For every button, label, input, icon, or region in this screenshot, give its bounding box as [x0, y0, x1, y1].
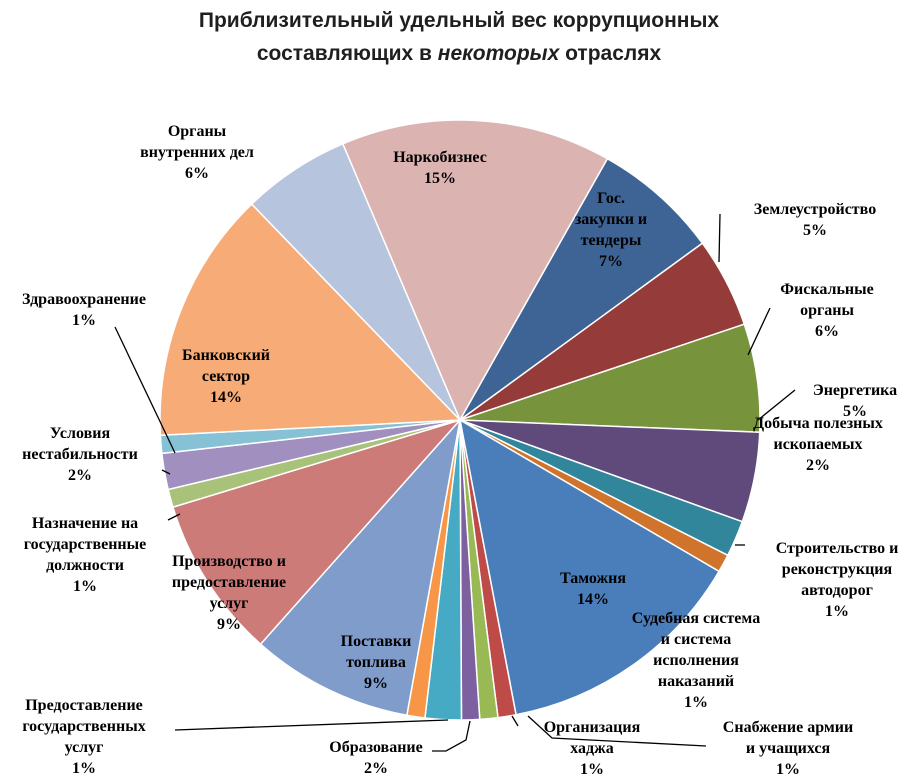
pie-slice-2 [459, 157, 704, 421]
chart-title: Приблизительный удельный вес коррупционн… [0, 4, 918, 70]
data-label-17: Условия нестабильности 2% [22, 425, 138, 484]
leader-line-9 [167, 513, 181, 521]
leader-line-1 [718, 213, 721, 263]
data-label-20: Органы внутренних дел 6% [140, 123, 254, 182]
leader-line-5 [527, 715, 707, 747]
chart-title-line-2: составляющих в некоторых отраслях [0, 37, 918, 70]
leader-line-3 [757, 389, 796, 421]
pie-slice-1 [341, 119, 609, 422]
leader-line-8 [174, 719, 449, 731]
data-label-19: Банковский сектор 14% [182, 347, 270, 406]
data-labels: Наркобизнес 15% Гос. закупки и тендеры 7% Земл… [22, 123, 898, 778]
pie-slices [159, 119, 761, 721]
leader-line-6 [511, 715, 519, 727]
data-label-4: Фискальные органы 6% [780, 281, 873, 340]
leader-line-10 [161, 469, 171, 475]
data-label-2: Гос. закупки и тендеры 7% [575, 190, 647, 270]
data-label-18: Здравоохранение 1% [22, 291, 146, 329]
data-label-13: Предоставление государственных услуг 1% [22, 697, 145, 777]
leader-line-11 [114, 326, 176, 454]
pie-slice-8 [458, 418, 721, 716]
chart-title-line-1: Приблизительный удельный вес коррупционн… [198, 9, 720, 32]
pie-slice-20 [250, 142, 461, 421]
leader-line-7 [432, 720, 471, 752]
chart-title-line-2-end: отраслях [559, 42, 662, 65]
data-label-16: Назначение на государственные должности 1% [24, 515, 146, 595]
data-label-14: Поставки топлива 9% [341, 633, 412, 692]
data-label-7: Строительство и реконструкция автодорог 1% [776, 540, 899, 620]
data-label-9: Судебная система и система исполнения наказ… [632, 610, 760, 711]
leader-lines [114, 213, 796, 752]
data-label-15: Производство и предоставление услуг 9% [172, 553, 286, 633]
data-label-12: Образование 2% [329, 739, 422, 777]
pie-slice-14 [259, 417, 462, 717]
leader-line-2 [747, 307, 771, 356]
data-label-3: Землеустройство 5% [754, 201, 876, 239]
data-label-8: Таможня 14% [560, 570, 626, 608]
data-label-6: Добыча полезных ископаемых 2% [753, 415, 883, 474]
chart-title-line-2-italic: некоторых [437, 42, 560, 65]
data-label-10: Снабжение армии и учащихся 1% [723, 719, 853, 778]
data-label-11: Организация хаджа 1% [544, 719, 641, 778]
pie-slice-19 [159, 203, 462, 436]
chart-title-line-2-start: составляющих в [256, 42, 438, 65]
data-label-5: Энергетика 5% [813, 382, 897, 420]
data-label-1: Наркобизнес 15% [393, 149, 487, 187]
